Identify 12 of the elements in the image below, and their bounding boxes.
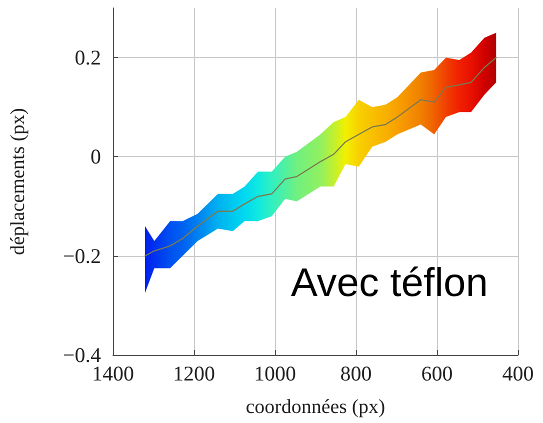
x-tick-label: 1000 <box>254 362 296 386</box>
y-axis-title: déplacements (px) <box>7 108 29 256</box>
y-tick-label: 0.2 <box>74 46 101 70</box>
x-tick-label: 600 <box>421 362 453 386</box>
y-tick-label: −0.2 <box>62 244 101 268</box>
x-tick-label: 800 <box>340 362 372 386</box>
x-tick-label: 400 <box>502 362 534 386</box>
line-series <box>144 56 497 256</box>
x-axis-title: coordonnées (px) <box>246 396 386 418</box>
annotation: Avec téflon <box>290 261 488 305</box>
y-tick-label: 0 <box>90 144 101 169</box>
x-tick-label: 1200 <box>173 362 215 386</box>
